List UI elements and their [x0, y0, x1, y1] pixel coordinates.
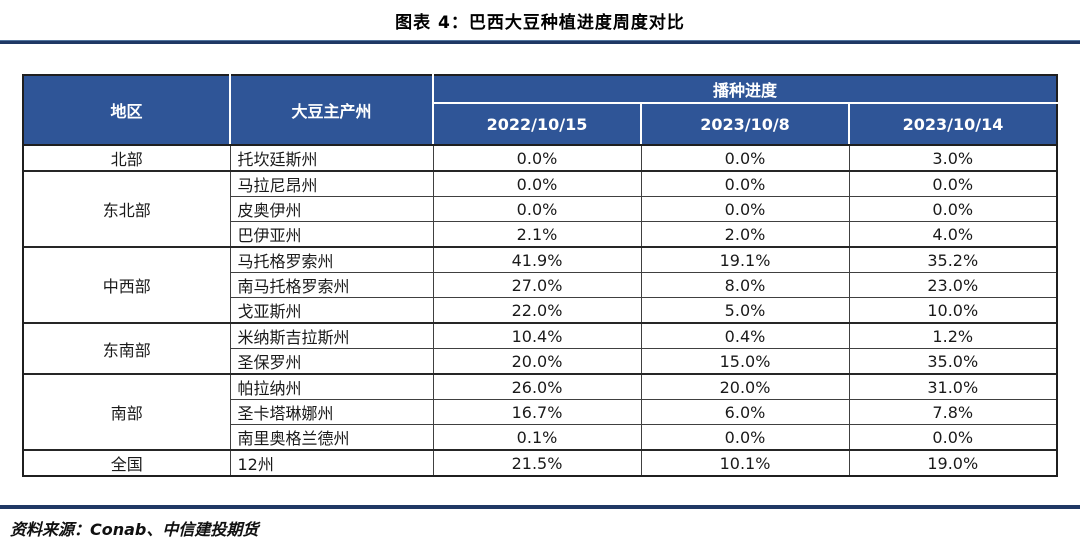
table-row: 全国 12州 21.5% 10.1% 19.0%: [22, 449, 1059, 477]
state-cell: 南马托格罗索州: [229, 272, 434, 298]
value-cell: 1.2%: [848, 322, 1059, 349]
value-cell: 0.0%: [432, 144, 642, 172]
table-row: 皮奥伊州 0.0% 0.0% 0.0%: [23, 196, 1059, 222]
table-body: 北部 托坎廷斯州 0.0% 0.0% 3.0% 东北部 马拉尼昂州 0.0% 0…: [22, 144, 1059, 477]
state-cell: 米纳斯吉拉斯州: [229, 322, 434, 349]
table-row: 东南部 米纳斯吉拉斯州 10.4% 0.4% 1.2%: [22, 322, 1059, 375]
value-cell: 0.0%: [848, 196, 1059, 222]
table-row: 圣卡塔琳娜州 16.7% 6.0% 7.8%: [23, 399, 1059, 425]
region-cell: 北部: [22, 144, 231, 172]
header-date-2: 2023/10/8: [640, 102, 850, 146]
value-cell: 0.0%: [640, 170, 850, 197]
value-cell: 22.0%: [432, 297, 642, 324]
table-row: 南部 帕拉纳州 26.0% 20.0% 31.0%: [22, 373, 1059, 451]
value-cell: 5.0%: [640, 297, 850, 324]
value-cell: 23.0%: [848, 272, 1059, 298]
table-row: 南里奥格兰德州 0.1% 0.0% 0.0%: [23, 424, 1059, 451]
value-cell: 19.0%: [848, 449, 1059, 477]
planting-progress-table: 地区 大豆主产州 播种进度 2022/10/15 2023/10/8 2023/…: [22, 74, 1059, 477]
value-cell: 21.5%: [432, 449, 642, 477]
state-cell: 马拉尼昂州: [229, 170, 434, 197]
state-cell: 巴伊亚州: [229, 221, 434, 248]
region-cell: 中西部: [22, 246, 231, 324]
value-cell: 2.0%: [640, 221, 850, 248]
region-cell: 东北部: [22, 170, 231, 248]
value-cell: 31.0%: [848, 373, 1059, 400]
header-progress-group: 播种进度: [431, 74, 1059, 104]
state-cell: 南里奥格兰德州: [229, 424, 434, 451]
value-cell: 7.8%: [848, 399, 1059, 425]
source-note: 资料来源：Conab、中信建投期货: [10, 520, 259, 539]
table-row: 东北部 马拉尼昂州 0.0% 0.0% 0.0%: [22, 170, 1059, 248]
value-cell: 27.0%: [432, 272, 642, 298]
value-cell: 3.0%: [848, 144, 1059, 172]
title-divider-rule: [0, 40, 1080, 44]
state-cell: 帕拉纳州: [229, 373, 434, 400]
value-cell: 0.0%: [848, 424, 1059, 451]
region-cell: 东南部: [22, 322, 231, 375]
value-cell: 26.0%: [432, 373, 642, 400]
value-cell: 8.0%: [640, 272, 850, 298]
figure-title: 图表 4：巴西大豆种植进度周度对比: [395, 13, 685, 33]
value-cell: 0.1%: [432, 424, 642, 451]
table-header: 地区 大豆主产州 播种进度 2022/10/15 2023/10/8 2023/…: [22, 74, 1059, 146]
value-cell: 2.1%: [432, 221, 642, 248]
region-cell: 南部: [22, 373, 231, 451]
value-cell: 4.0%: [848, 221, 1059, 248]
value-cell: 0.0%: [640, 144, 850, 172]
value-cell: 16.7%: [432, 399, 642, 425]
region-cell: 全国: [22, 449, 231, 477]
value-cell: 10.1%: [640, 449, 850, 477]
table-row: 戈亚斯州 22.0% 5.0% 10.0%: [23, 297, 1059, 324]
value-cell: 0.0%: [848, 170, 1059, 197]
state-cell: 戈亚斯州: [229, 297, 434, 324]
value-cell: 0.0%: [640, 424, 850, 451]
value-cell: 20.0%: [432, 348, 642, 375]
value-cell: 0.0%: [432, 196, 642, 222]
header-date-1: 2022/10/15: [432, 102, 642, 146]
table-row: 南马托格罗索州 27.0% 8.0% 23.0%: [23, 272, 1059, 298]
value-cell: 19.1%: [640, 246, 850, 273]
state-cell: 皮奥伊州: [229, 196, 434, 222]
header-region: 地区: [22, 74, 231, 146]
state-cell: 马托格罗索州: [229, 246, 434, 273]
value-cell: 10.0%: [848, 297, 1059, 324]
value-cell: 41.9%: [432, 246, 642, 273]
value-cell: 0.0%: [432, 170, 642, 197]
value-cell: 35.2%: [848, 246, 1059, 273]
footer-divider-rule: [0, 505, 1080, 509]
table-row: 巴伊亚州 2.1% 2.0% 4.0%: [23, 221, 1059, 248]
state-cell: 12州: [229, 449, 434, 477]
header-date-3: 2023/10/14: [847, 102, 1059, 146]
header-state: 大豆主产州: [229, 74, 434, 146]
value-cell: 15.0%: [640, 348, 850, 375]
state-cell: 圣保罗州: [229, 348, 434, 375]
value-cell: 10.4%: [432, 322, 642, 349]
state-cell: 托坎廷斯州: [229, 144, 434, 172]
state-cell: 圣卡塔琳娜州: [229, 399, 434, 425]
value-cell: 35.0%: [848, 348, 1059, 375]
table-row: 中西部 马托格罗索州 41.9% 19.1% 35.2%: [22, 246, 1059, 324]
value-cell: 0.4%: [640, 322, 850, 349]
value-cell: 6.0%: [640, 399, 850, 425]
value-cell: 20.0%: [640, 373, 850, 400]
table-row: 北部 托坎廷斯州 0.0% 0.0% 3.0%: [22, 144, 1059, 172]
value-cell: 0.0%: [640, 196, 850, 222]
